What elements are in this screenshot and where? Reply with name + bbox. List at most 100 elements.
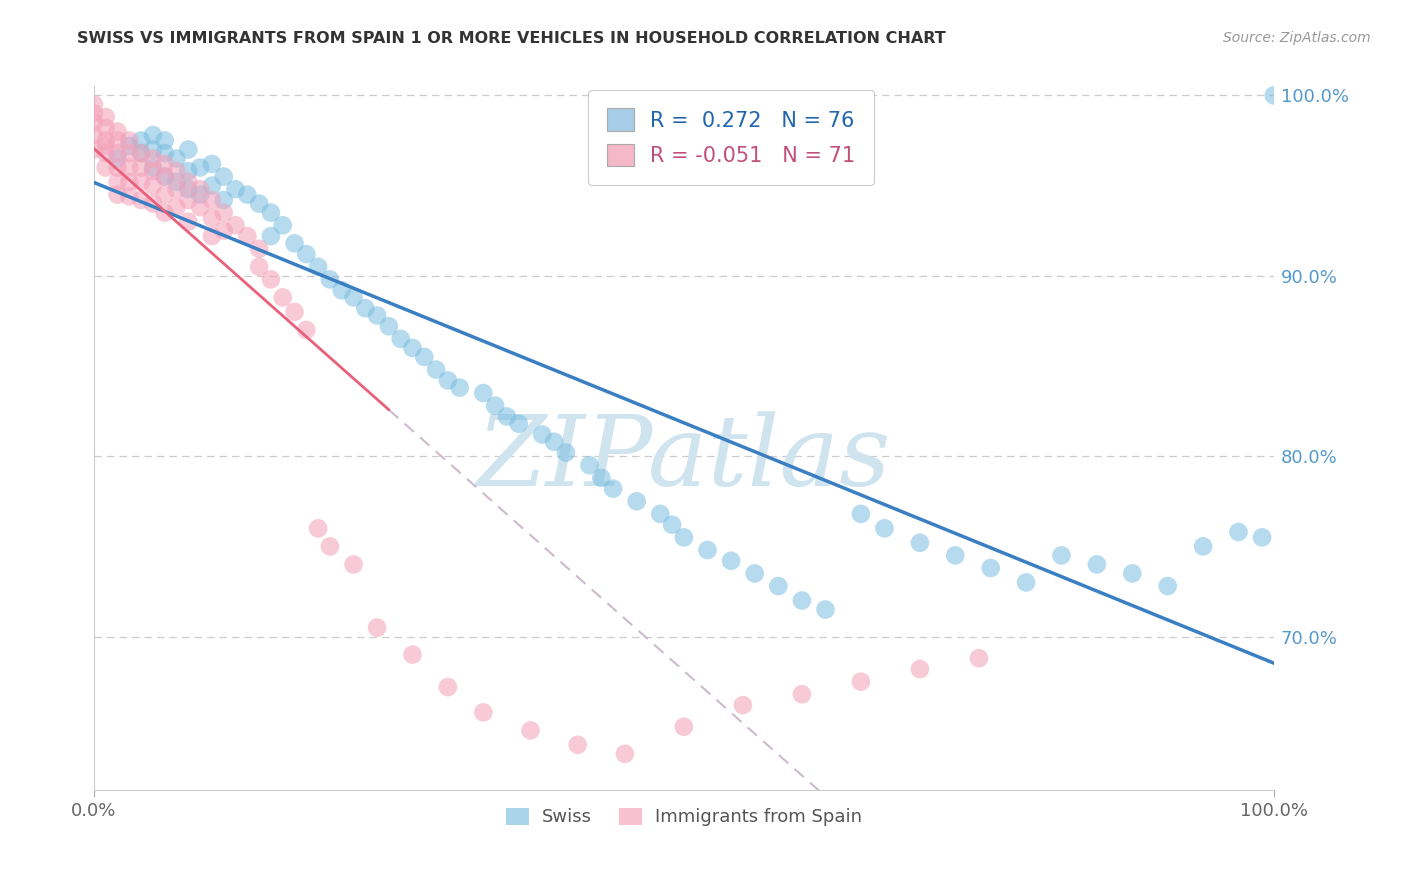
Point [247, 196, 270, 211]
Point [437, 680, 460, 694]
Point [212, 205, 235, 219]
Point [129, 161, 152, 175]
Point [578, 458, 600, 473]
Point [283, 305, 305, 319]
Point [107, 146, 129, 161]
Point [247, 260, 270, 274]
Point [225, 182, 247, 196]
Point [201, 193, 224, 207]
Point [107, 124, 129, 138]
Legend: Swiss, Immigrants from Spain: Swiss, Immigrants from Spain [499, 800, 869, 834]
Point [554, 445, 576, 459]
Point [401, 648, 423, 662]
Point [166, 200, 188, 214]
Point [449, 381, 471, 395]
Point [908, 535, 931, 549]
Point [744, 566, 766, 581]
Point [212, 193, 235, 207]
Point [437, 373, 460, 387]
Point [201, 211, 224, 225]
Point [153, 146, 176, 161]
Point [980, 561, 1002, 575]
Point [166, 175, 188, 189]
Point [696, 543, 718, 558]
Point [153, 187, 176, 202]
Point [94, 139, 117, 153]
Point [236, 229, 259, 244]
Point [849, 674, 872, 689]
Point [672, 530, 695, 544]
Point [166, 152, 188, 166]
Point [342, 558, 364, 572]
Point [271, 290, 294, 304]
Point [107, 161, 129, 175]
Point [188, 200, 211, 214]
Point [307, 521, 329, 535]
Point [118, 133, 141, 147]
Point [212, 224, 235, 238]
Point [188, 182, 211, 196]
Point [413, 350, 436, 364]
Point [188, 161, 211, 175]
Point [295, 247, 318, 261]
Point [496, 409, 519, 424]
Point [672, 720, 695, 734]
Point [260, 205, 283, 219]
Point [591, 471, 613, 485]
Point [650, 507, 672, 521]
Point [768, 579, 790, 593]
Point [602, 482, 624, 496]
Point [330, 283, 353, 297]
Point [142, 164, 165, 178]
Point [613, 747, 636, 761]
Point [366, 621, 388, 635]
Point [354, 301, 377, 316]
Point [83, 106, 105, 120]
Point [142, 152, 165, 166]
Point [271, 219, 294, 233]
Point [153, 205, 176, 219]
Point [94, 110, 117, 124]
Point [484, 399, 506, 413]
Point [1192, 540, 1215, 554]
Point [129, 133, 152, 147]
Point [1015, 575, 1038, 590]
Point [153, 157, 176, 171]
Point [201, 157, 224, 171]
Point [295, 323, 318, 337]
Point [118, 175, 141, 189]
Point [83, 115, 105, 129]
Point [142, 196, 165, 211]
Point [236, 187, 259, 202]
Text: Source: ZipAtlas.com: Source: ZipAtlas.com [1223, 31, 1371, 45]
Point [731, 698, 754, 713]
Point [166, 164, 188, 178]
Point [83, 97, 105, 112]
Point [201, 229, 224, 244]
Point [188, 187, 211, 202]
Point [1263, 88, 1285, 103]
Point [319, 540, 342, 554]
Point [247, 242, 270, 256]
Point [626, 494, 648, 508]
Point [661, 517, 683, 532]
Point [908, 662, 931, 676]
Point [153, 133, 176, 147]
Point [508, 417, 530, 431]
Point [107, 152, 129, 166]
Point [1227, 524, 1250, 539]
Point [177, 175, 200, 189]
Point [177, 182, 200, 196]
Point [83, 143, 105, 157]
Point [177, 164, 200, 178]
Point [967, 651, 990, 665]
Point [1121, 566, 1143, 581]
Point [543, 434, 565, 449]
Point [790, 593, 813, 607]
Point [153, 169, 176, 184]
Point [1251, 530, 1274, 544]
Point [472, 706, 495, 720]
Point [943, 549, 966, 563]
Point [307, 260, 329, 274]
Point [342, 290, 364, 304]
